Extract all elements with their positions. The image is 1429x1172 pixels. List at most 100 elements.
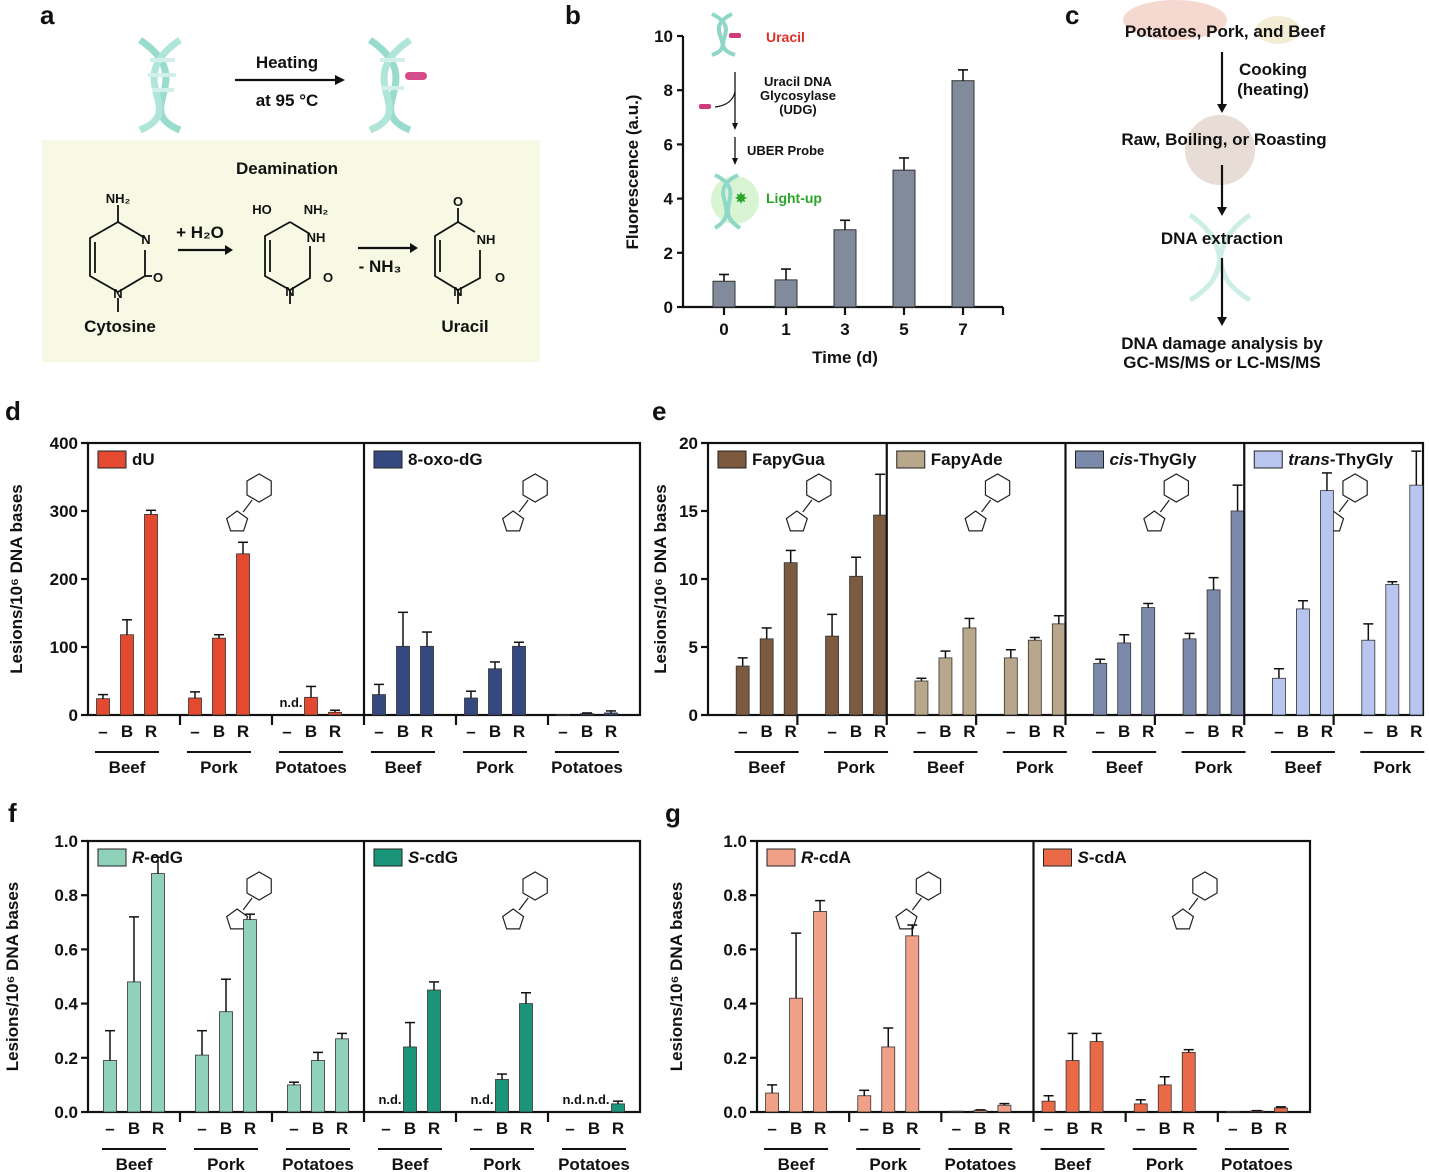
treatment-label: – xyxy=(952,1119,961,1138)
legend-item: S-cdG xyxy=(373,848,458,867)
legend-label: trans-ThyGly xyxy=(1288,450,1393,469)
not-detected-label: n.d. xyxy=(562,1092,585,1107)
legend-swatch xyxy=(766,848,796,867)
treatment-label: B xyxy=(312,1119,324,1138)
legend-label-italic: R xyxy=(801,848,814,867)
uracil-label: Uracil xyxy=(441,317,488,336)
y-tick-label: 10 xyxy=(679,570,698,589)
arrow-head-icon xyxy=(225,245,233,255)
bar-beef-roasted xyxy=(962,627,977,716)
atom-label: O xyxy=(495,270,505,285)
panel-label-c: c xyxy=(1065,0,1079,30)
legend-swatch xyxy=(717,450,747,469)
y-tick-label: 100 xyxy=(50,638,78,657)
treatment-label: R xyxy=(906,1119,918,1138)
treatment-label: – xyxy=(1364,722,1373,741)
legend-swatch xyxy=(1043,848,1072,867)
y-tick-label: 0.0 xyxy=(723,1103,747,1122)
treatment-label: – xyxy=(827,722,836,741)
light-up-star-icon: ✸ xyxy=(734,190,747,206)
bar-potatoes-raw xyxy=(1226,1111,1240,1113)
bar-potatoes-boiled xyxy=(973,1109,988,1113)
legend-item: R-cdG xyxy=(97,848,183,867)
release-arrow xyxy=(714,91,736,108)
bar-pork-boiled xyxy=(212,637,226,716)
legend-label-italic: R xyxy=(132,848,145,867)
udg-label-line1: Uracil DNA xyxy=(764,74,833,89)
treatment-label: R xyxy=(520,1119,532,1138)
legend-swatch xyxy=(373,848,403,867)
treatment-label: – xyxy=(190,722,199,741)
chemical-structure-icon xyxy=(895,871,942,930)
group-label: Pork xyxy=(476,758,514,777)
uracil-structure xyxy=(434,208,481,304)
y-tick-label: 8 xyxy=(664,81,673,100)
bar-potatoes-boiled xyxy=(304,696,318,716)
y-tick-label: 0.2 xyxy=(54,1049,78,1068)
legend-label-text: -cdA xyxy=(813,848,851,867)
udg-label-line3: (UDG) xyxy=(779,102,817,117)
bar-pork-roasted xyxy=(873,514,887,716)
y-tick-label: 0.4 xyxy=(723,995,747,1014)
bar-potatoes-roasted xyxy=(1274,1107,1288,1113)
group-label: Pork xyxy=(837,758,875,777)
group-label: Beef xyxy=(1054,1155,1091,1172)
group-label: Pork xyxy=(1146,1155,1184,1172)
group-label: Beef xyxy=(1285,758,1322,777)
y-tick-label: 0.8 xyxy=(723,886,747,905)
treatment-label: R xyxy=(1410,722,1422,741)
bar-beef-raw xyxy=(1041,1100,1056,1113)
treatment-label: – xyxy=(1274,722,1283,741)
cytosine-label: Cytosine xyxy=(84,317,156,336)
bar-day-5 xyxy=(892,169,916,308)
arrow-head-icon xyxy=(410,243,418,253)
atom-label: N xyxy=(113,286,122,301)
treatment-label: R xyxy=(1053,722,1065,741)
y-tick-label: 0.6 xyxy=(723,940,747,959)
treatment-label: B xyxy=(1297,722,1309,741)
not-detected-label: n.d. xyxy=(586,1092,609,1107)
cooking-label: Cooking xyxy=(1239,60,1307,79)
bar-pork-raw xyxy=(1003,657,1018,716)
legend-item: FapyGua xyxy=(717,450,825,469)
group-label: Pork xyxy=(1373,758,1411,777)
bar-beef-raw xyxy=(735,665,750,716)
workflow-step-4a: DNA damage analysis by xyxy=(1121,334,1323,353)
legend-swatch xyxy=(373,450,403,469)
treatment-label: – xyxy=(1228,1119,1237,1138)
group-label: Potatoes xyxy=(1221,1155,1293,1172)
panel-label-b: b xyxy=(565,0,581,30)
panel-label-d: d xyxy=(5,396,21,426)
treatment-label: R xyxy=(513,722,525,741)
not-detected-label: n.d. xyxy=(470,1092,493,1107)
legend-swatch xyxy=(97,450,127,469)
bar-pork-raw xyxy=(1133,1103,1148,1113)
bar-day-1 xyxy=(774,279,798,308)
y-tick-label: 10 xyxy=(654,27,673,46)
damaged-dna-helix-icon xyxy=(368,37,427,134)
workflow-step-3: DNA extraction xyxy=(1161,229,1283,248)
bar-beef-roasted xyxy=(783,562,798,716)
bar-potatoes-roasted xyxy=(335,1038,349,1113)
chemical-structure-icon xyxy=(1143,473,1190,532)
treatment-label: B xyxy=(850,722,862,741)
legend-label-text: 8-oxo-dG xyxy=(408,450,483,469)
atom-label: O xyxy=(323,270,333,285)
ammonia-label: - NH₃ xyxy=(359,257,402,276)
bar-beef-raw xyxy=(765,1092,779,1113)
bar-beef-boiled xyxy=(403,1046,417,1113)
arrow-head-icon xyxy=(732,158,738,165)
atom-label: N xyxy=(141,232,150,247)
panel-label-a: a xyxy=(40,0,55,30)
bar-beef-boiled xyxy=(1296,608,1310,716)
legend-label: R-cdA xyxy=(801,848,851,867)
group-label: Beef xyxy=(927,758,964,777)
legend-item: S-cdA xyxy=(1043,848,1127,867)
legend-label: cis-ThyGly xyxy=(1110,450,1197,469)
atom-label: HO xyxy=(252,202,272,217)
bar-day-7 xyxy=(951,80,975,308)
chemical-structure-icon xyxy=(501,871,548,930)
treatment-label: – xyxy=(1044,1119,1053,1138)
bar-pork-roasted xyxy=(512,645,526,716)
arrow-head-icon xyxy=(1217,317,1227,326)
